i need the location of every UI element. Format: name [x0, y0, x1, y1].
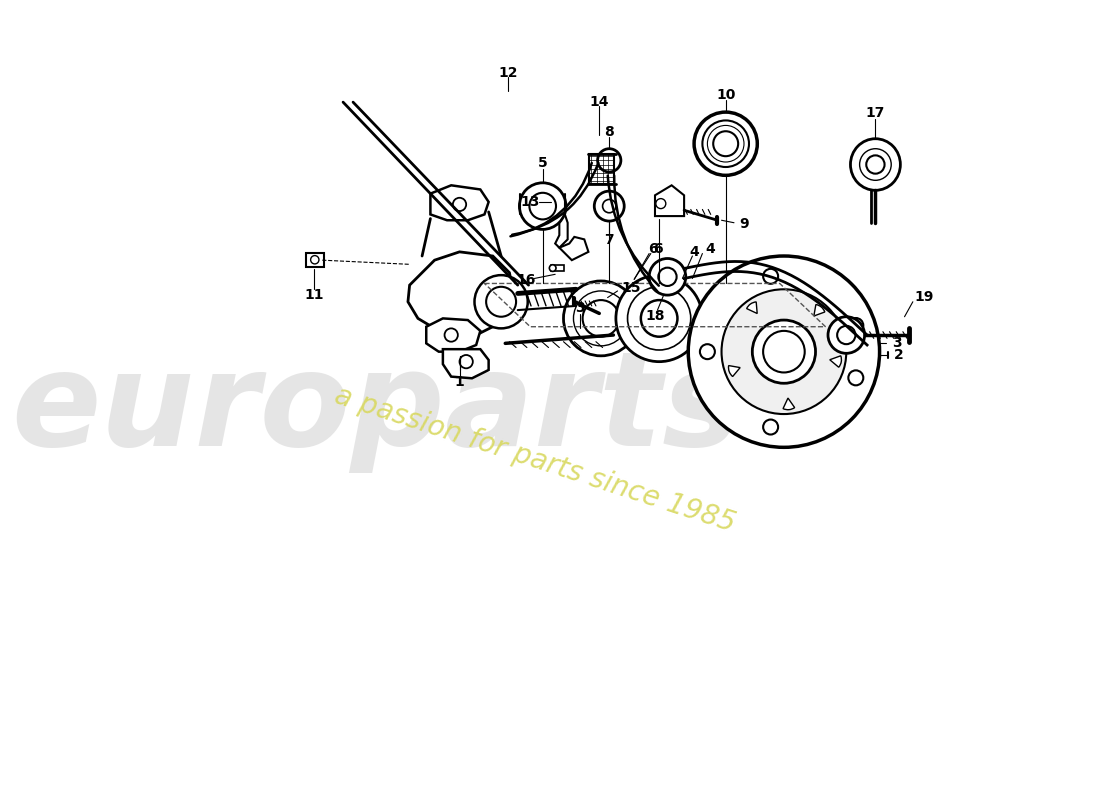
Text: 7: 7: [604, 234, 614, 247]
Polygon shape: [443, 349, 488, 378]
Circle shape: [848, 318, 864, 333]
Circle shape: [689, 256, 880, 447]
Text: 3: 3: [892, 336, 902, 350]
Text: 13: 13: [520, 195, 540, 209]
Polygon shape: [408, 252, 514, 337]
Wedge shape: [747, 302, 757, 314]
Circle shape: [649, 258, 685, 295]
Text: 19: 19: [914, 290, 934, 304]
Circle shape: [573, 291, 628, 346]
Bar: [590, 154, 614, 184]
Bar: [551, 265, 564, 271]
Ellipse shape: [850, 138, 901, 190]
Circle shape: [460, 355, 473, 368]
Text: 4: 4: [705, 242, 715, 256]
Text: 8: 8: [604, 125, 614, 139]
Polygon shape: [426, 318, 481, 352]
Polygon shape: [654, 186, 684, 216]
Circle shape: [703, 121, 749, 167]
Circle shape: [641, 300, 678, 337]
Circle shape: [453, 198, 466, 211]
Text: 6: 6: [653, 242, 663, 256]
Wedge shape: [814, 305, 825, 316]
Circle shape: [694, 112, 757, 175]
Circle shape: [444, 328, 458, 342]
Text: 16: 16: [516, 273, 536, 287]
Circle shape: [616, 275, 703, 362]
Circle shape: [763, 269, 778, 284]
Text: a passion for parts since 1985: a passion for parts since 1985: [330, 382, 738, 538]
Circle shape: [837, 326, 856, 344]
Text: 17: 17: [866, 106, 886, 120]
Circle shape: [763, 419, 778, 434]
Circle shape: [658, 268, 676, 286]
Ellipse shape: [867, 155, 884, 174]
Circle shape: [700, 344, 715, 359]
Circle shape: [519, 183, 566, 230]
Circle shape: [549, 265, 556, 271]
Text: 14: 14: [590, 95, 609, 109]
Circle shape: [722, 290, 846, 414]
Polygon shape: [430, 186, 488, 220]
Circle shape: [627, 286, 691, 350]
Text: 5: 5: [538, 156, 548, 170]
Text: 9: 9: [739, 217, 749, 230]
Text: 15: 15: [621, 282, 641, 295]
Circle shape: [594, 191, 624, 221]
Wedge shape: [829, 356, 842, 367]
Text: europarts: europarts: [11, 346, 741, 474]
Circle shape: [752, 320, 815, 383]
Text: 10: 10: [716, 89, 736, 102]
Circle shape: [763, 331, 805, 373]
Circle shape: [828, 317, 865, 354]
Wedge shape: [728, 366, 740, 377]
Polygon shape: [547, 210, 568, 248]
Text: 12: 12: [498, 66, 517, 80]
Text: 11: 11: [305, 288, 323, 302]
Circle shape: [583, 300, 619, 337]
Polygon shape: [559, 237, 588, 260]
Bar: [306, 253, 323, 267]
Circle shape: [310, 255, 319, 264]
Circle shape: [656, 198, 666, 209]
Circle shape: [713, 131, 738, 156]
Text: 3: 3: [575, 302, 585, 315]
Circle shape: [603, 199, 616, 213]
Circle shape: [529, 193, 556, 219]
Wedge shape: [783, 398, 794, 410]
Text: 2: 2: [893, 348, 903, 362]
Circle shape: [486, 286, 516, 317]
Circle shape: [848, 370, 864, 386]
Text: 18: 18: [646, 309, 664, 323]
Text: 1: 1: [454, 375, 464, 390]
Text: 4: 4: [690, 245, 698, 259]
Text: 6: 6: [648, 242, 658, 256]
Circle shape: [474, 275, 528, 328]
Circle shape: [563, 281, 638, 356]
